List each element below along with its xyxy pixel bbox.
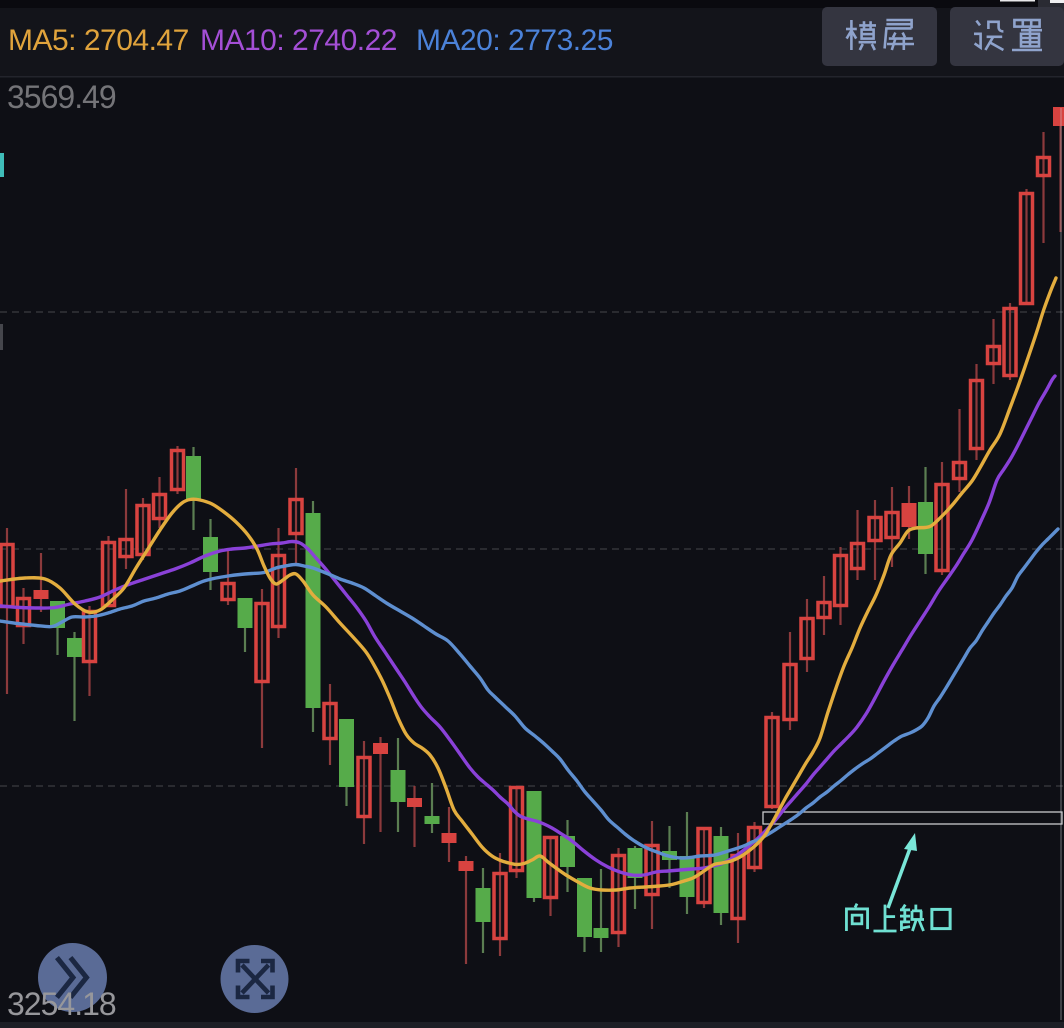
svg-text:MA5: 2704.47: MA5: 2704.47 [8,24,189,57]
svg-text:MA10: 2740.22: MA10: 2740.22 [200,24,397,57]
svg-text:3569.49: 3569.49 [7,79,116,115]
svg-text:MA20: 2773.25: MA20: 2773.25 [416,24,613,57]
svg-text:3254.18: 3254.18 [7,986,116,1022]
